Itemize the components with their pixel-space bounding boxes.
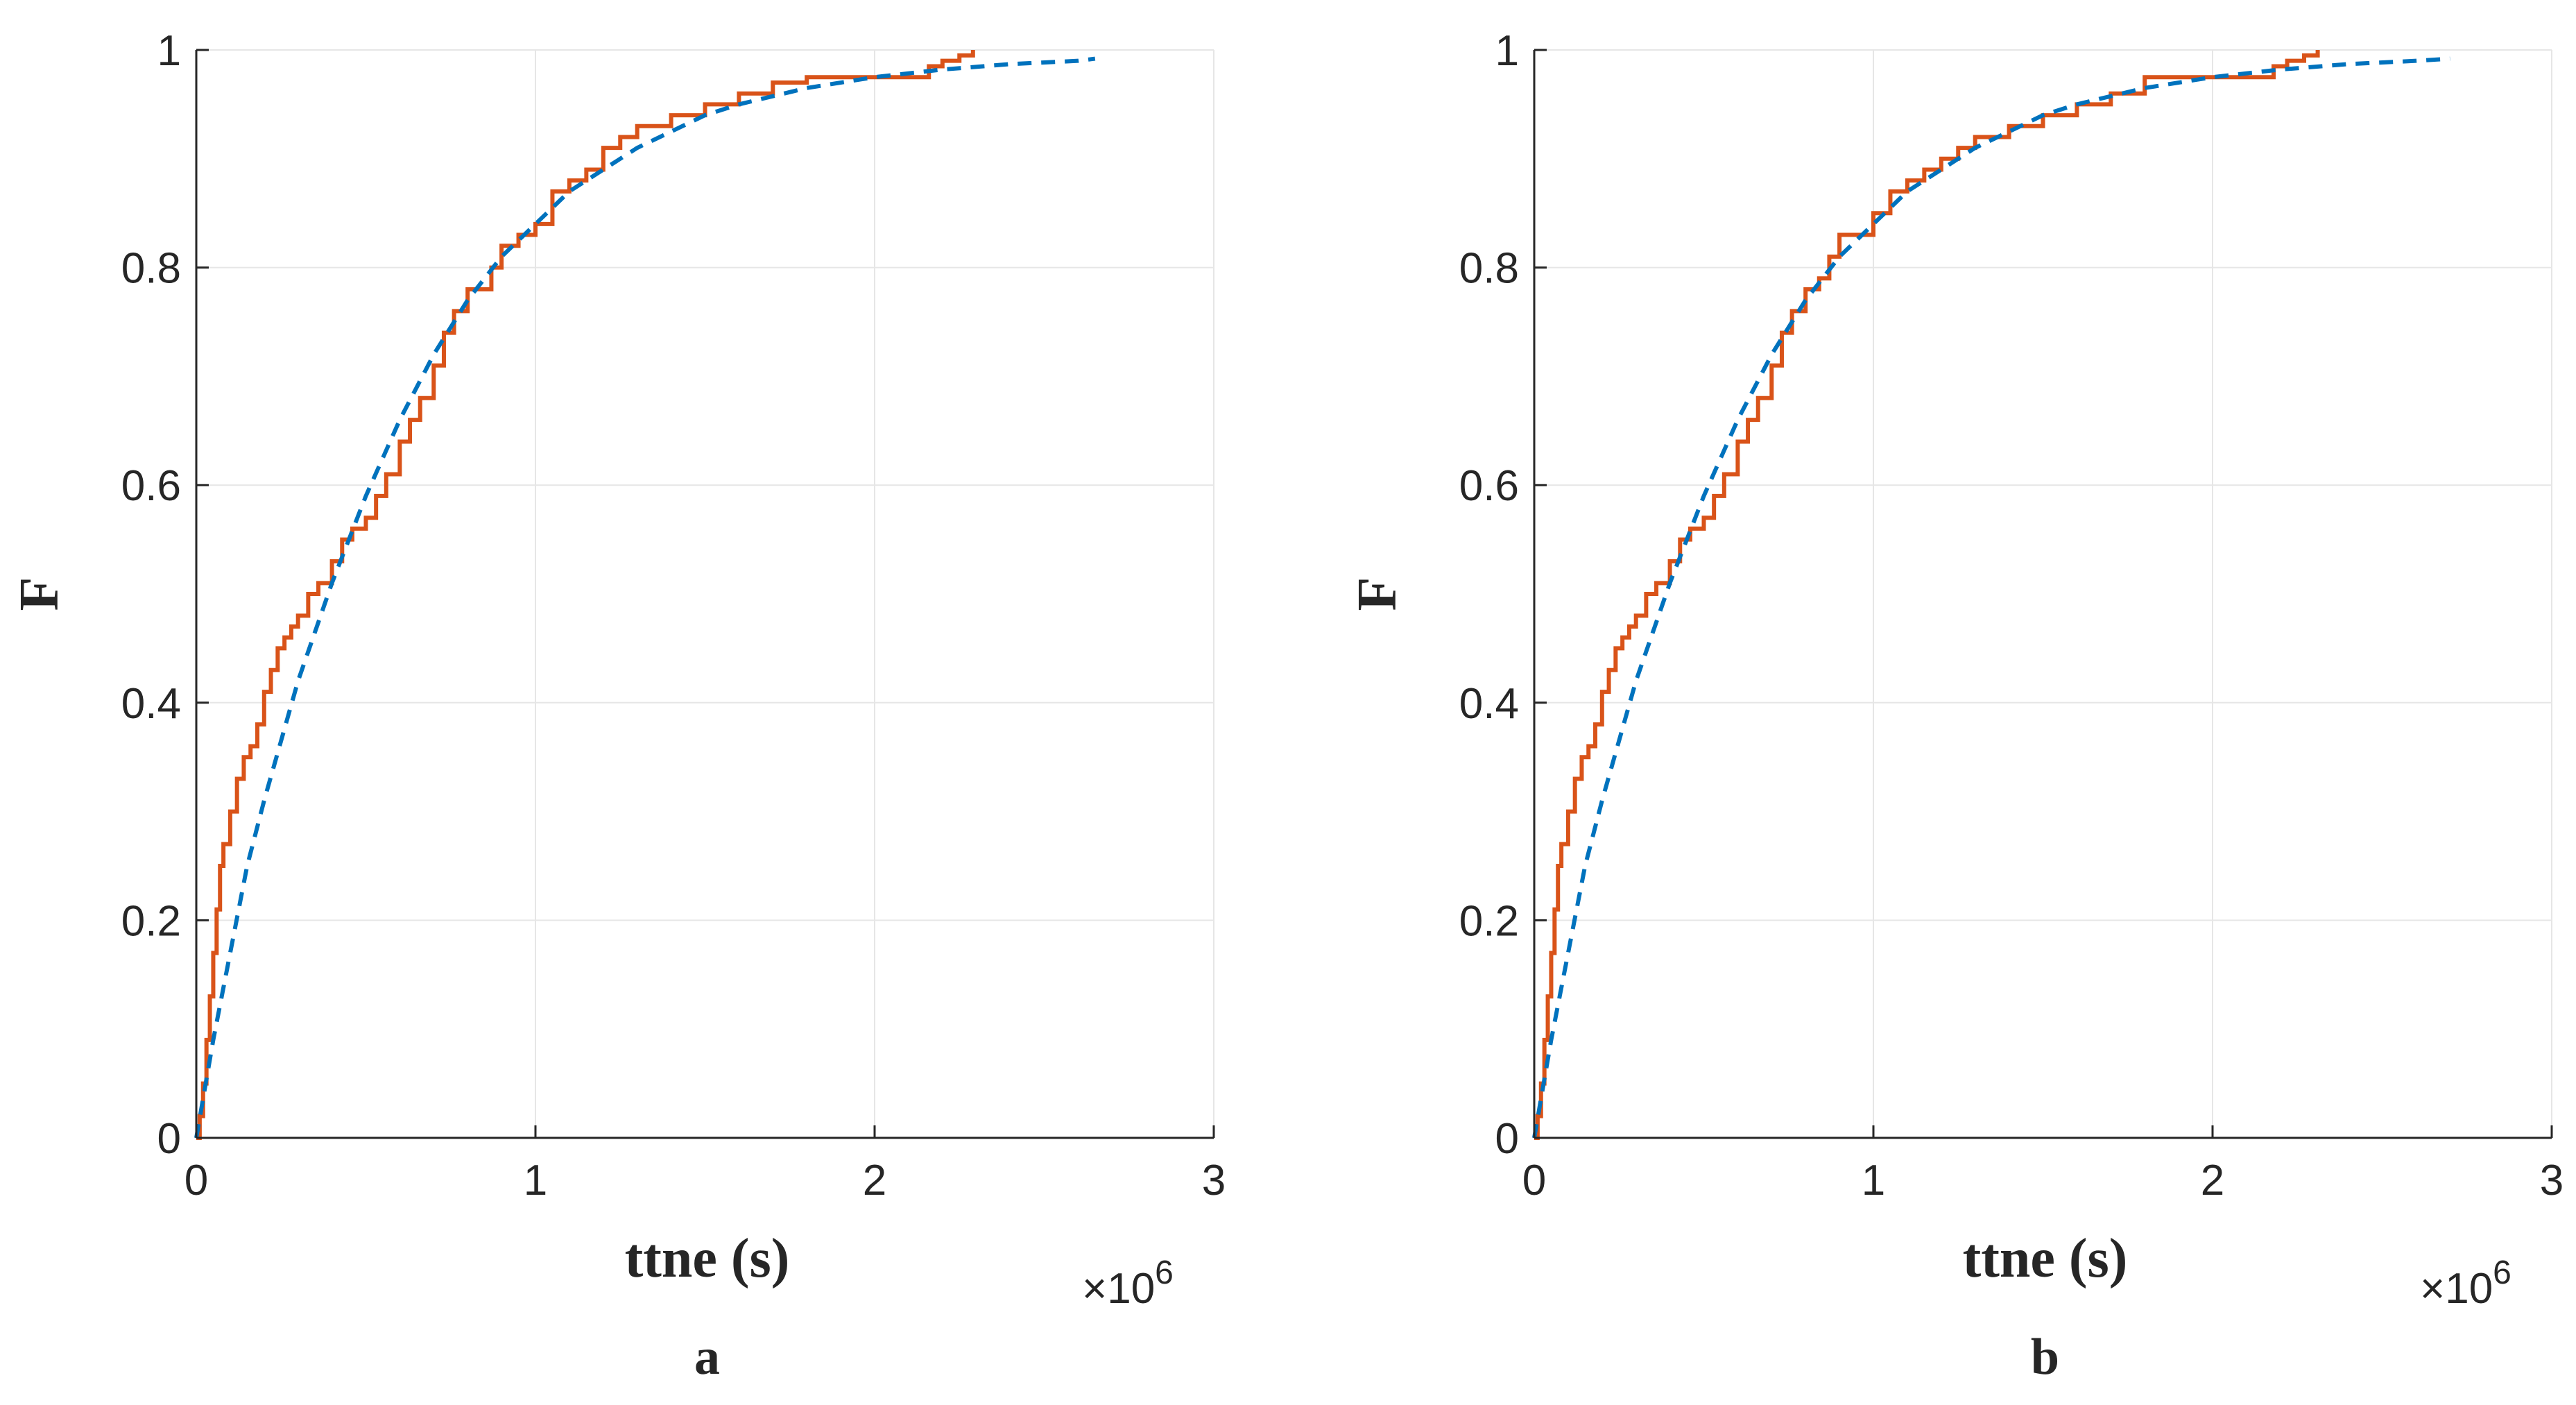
y-axis-title: F [1347,577,1408,611]
y-tick-label: 0.4 [1459,680,1519,728]
y-tick-label: 0.6 [1459,462,1519,510]
y-tick-label: 0.2 [1459,897,1519,945]
empirical-cdf-line [1534,50,2320,1140]
fitted-cdf-line [1532,56,2450,1139]
x-tick-label: 3 [1202,1157,1226,1204]
x-axis-exponent-power: 6 [2493,1254,2511,1291]
chart-panel-b: 0 1 2 3 0 0.2 0.4 0.6 0.8 1 ttne (s) F ×106 b [1347,27,2564,1386]
chart-panel-a: 0 1 2 3 0 0.2 0.4 0.6 0.8 1 ttne (s) F ×106 a [9,27,1226,1386]
x-axis-title: ttne (s) [625,1228,790,1289]
y-axis-title: F [9,577,70,611]
panel-label: a [694,1329,720,1386]
x-axis-exponent: ×106 [2420,1254,2511,1313]
y-tick-label: 0.6 [121,462,181,510]
y-tick-label: 1 [1495,27,1519,75]
panel-label: b [2031,1329,2059,1386]
x-tick-label: 0 [1522,1157,1546,1204]
x-axis-exponent-base: ×10 [1082,1265,1155,1313]
x-axis-title: ttne (s) [1963,1228,2128,1289]
x-tick-label: 1 [524,1157,547,1204]
y-tick-label: 0 [1495,1115,1519,1163]
x-axis-exponent: ×106 [1082,1254,1174,1313]
x-tick-label: 1 [1862,1157,1885,1204]
y-tick-label: 1 [157,27,181,75]
x-tick-label: 2 [863,1157,886,1204]
y-tick-label: 0 [157,1115,181,1163]
y-tick-label: 0.8 [1459,245,1519,293]
fitted-cdf-line [194,56,1096,1139]
empirical-cdf-line [196,50,975,1140]
x-tick-label: 3 [2540,1157,2564,1204]
y-tick-label: 0.8 [121,245,181,293]
y-tick-label: 0.4 [121,680,181,728]
x-tick-label: 0 [184,1157,208,1204]
x-tick-label: 2 [2201,1157,2224,1204]
x-axis-exponent-power: 6 [1155,1254,1174,1291]
y-tick-label: 0.2 [121,897,181,945]
x-axis-exponent-base: ×10 [2420,1265,2493,1313]
